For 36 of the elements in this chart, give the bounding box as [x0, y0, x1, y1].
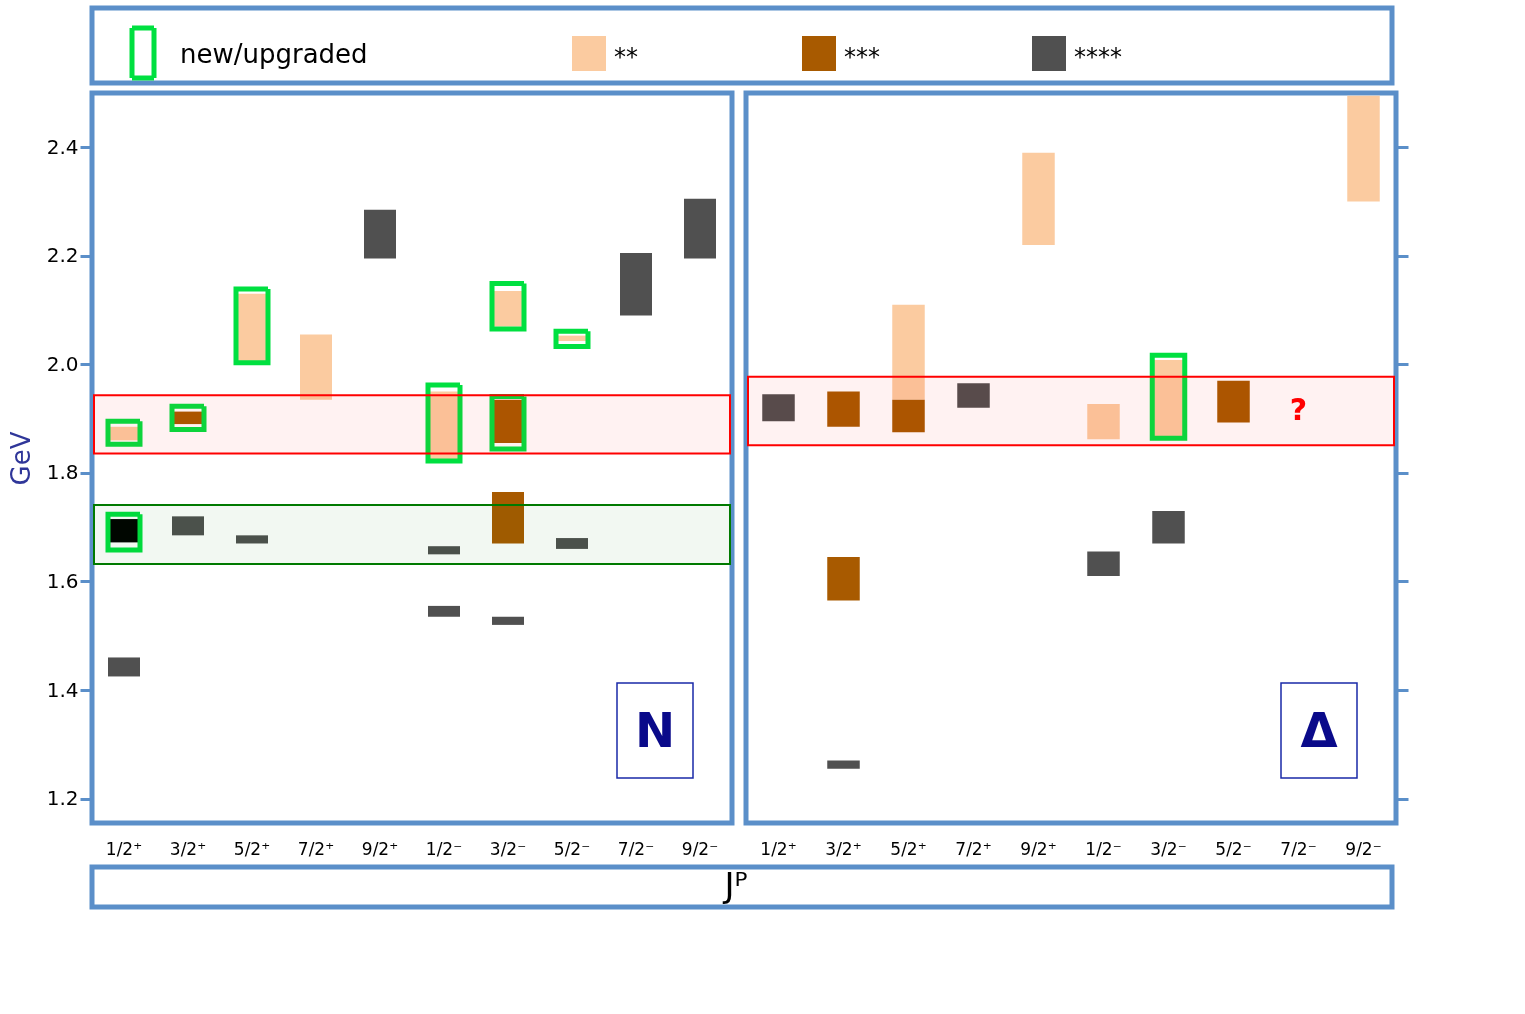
- annotation: N: [634, 702, 676, 758]
- y-axis-title: GeV: [5, 431, 36, 486]
- x-tick-label: 1/2⁻: [425, 838, 463, 859]
- y-tick-label: 2.0: [46, 351, 79, 376]
- annotation: Δ: [1300, 702, 1338, 758]
- y-tick-label: 2.4: [46, 134, 79, 159]
- x-tick-label: 3/2⁻: [1150, 838, 1187, 859]
- y-tick-label: 2.2: [46, 243, 79, 268]
- y-tick-label: 1.4: [46, 677, 79, 702]
- x-tick-label: 9/2⁻: [1345, 838, 1382, 859]
- x-axis-title: Jᴾ: [722, 865, 748, 905]
- x-tick-label: 1/2⁺: [105, 838, 143, 859]
- x-tick-label: 7/2⁺: [297, 838, 335, 859]
- x-tick-label: 5/2⁻: [553, 838, 591, 859]
- y-tick-label: 1.2: [46, 786, 79, 811]
- annotation: ?: [1289, 392, 1308, 428]
- legend-label: **: [614, 43, 638, 71]
- x-tick-label: 3/2⁻: [489, 838, 527, 859]
- legend-label: ****: [1074, 43, 1122, 71]
- x-tick-label: 3/2⁺: [169, 838, 207, 859]
- legend-label: ***: [844, 43, 880, 71]
- x-tick-label: 7/2⁻: [1280, 838, 1317, 859]
- y-tick-label: 1.8: [46, 460, 79, 485]
- x-tick-label: 9/2⁻: [681, 838, 719, 859]
- x-tick-label: 7/2⁺: [955, 838, 992, 859]
- y-tick-label: 1.6: [46, 568, 79, 593]
- x-tick-label: 5/2⁻: [1215, 838, 1252, 859]
- x-tick-label: 5/2⁺: [890, 838, 927, 859]
- x-tick-label: 5/2⁺: [233, 838, 271, 859]
- x-tick-label: 1/2⁺: [760, 838, 797, 859]
- x-tick-label: 1/2⁻: [1085, 838, 1122, 859]
- legend-label: new/upgraded: [180, 39, 368, 69]
- x-tick-label: 7/2⁻: [617, 838, 655, 859]
- x-tick-label: 3/2⁺: [825, 838, 862, 859]
- x-tick-label: 9/2⁺: [1020, 838, 1057, 859]
- x-tick-label: 9/2⁺: [361, 838, 399, 859]
